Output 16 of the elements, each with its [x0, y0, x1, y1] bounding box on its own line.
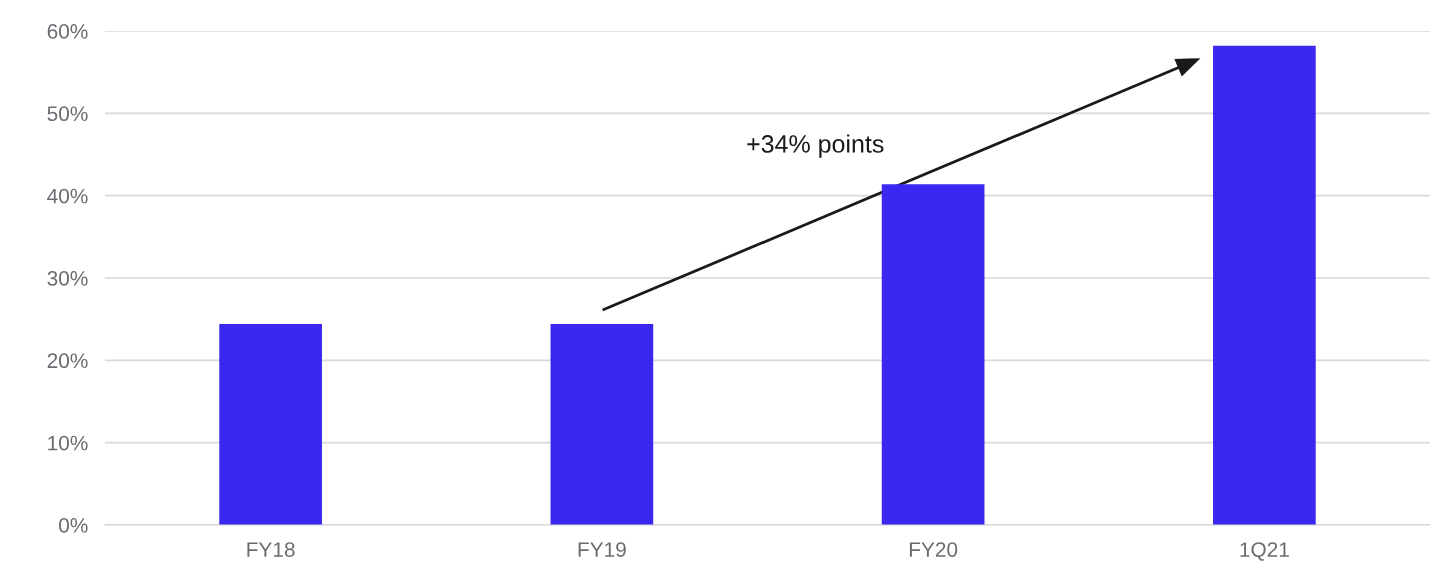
bar — [881, 184, 985, 525]
y-tick-label: 30% — [47, 271, 88, 286]
x-tick-label: FY19 — [578, 542, 626, 557]
y-tick-label: 10% — [48, 435, 88, 451]
x-tick-label: 1Q21 — [1240, 542, 1289, 561]
y-tick-label: 40% — [47, 188, 88, 204]
y-tick-label: 60% — [47, 24, 88, 39]
bar — [219, 324, 322, 525]
annotation: +34% points — [747, 134, 884, 158]
x-tick-label: FY20 — [909, 542, 958, 557]
y-tick-label: 20% — [47, 353, 88, 369]
bar — [550, 324, 654, 525]
bar — [1213, 45, 1316, 525]
x-tick-label: FY18 — [247, 542, 295, 557]
y-tick-label: 50% — [47, 106, 88, 122]
y-tick-label: 0% — [59, 518, 88, 533]
